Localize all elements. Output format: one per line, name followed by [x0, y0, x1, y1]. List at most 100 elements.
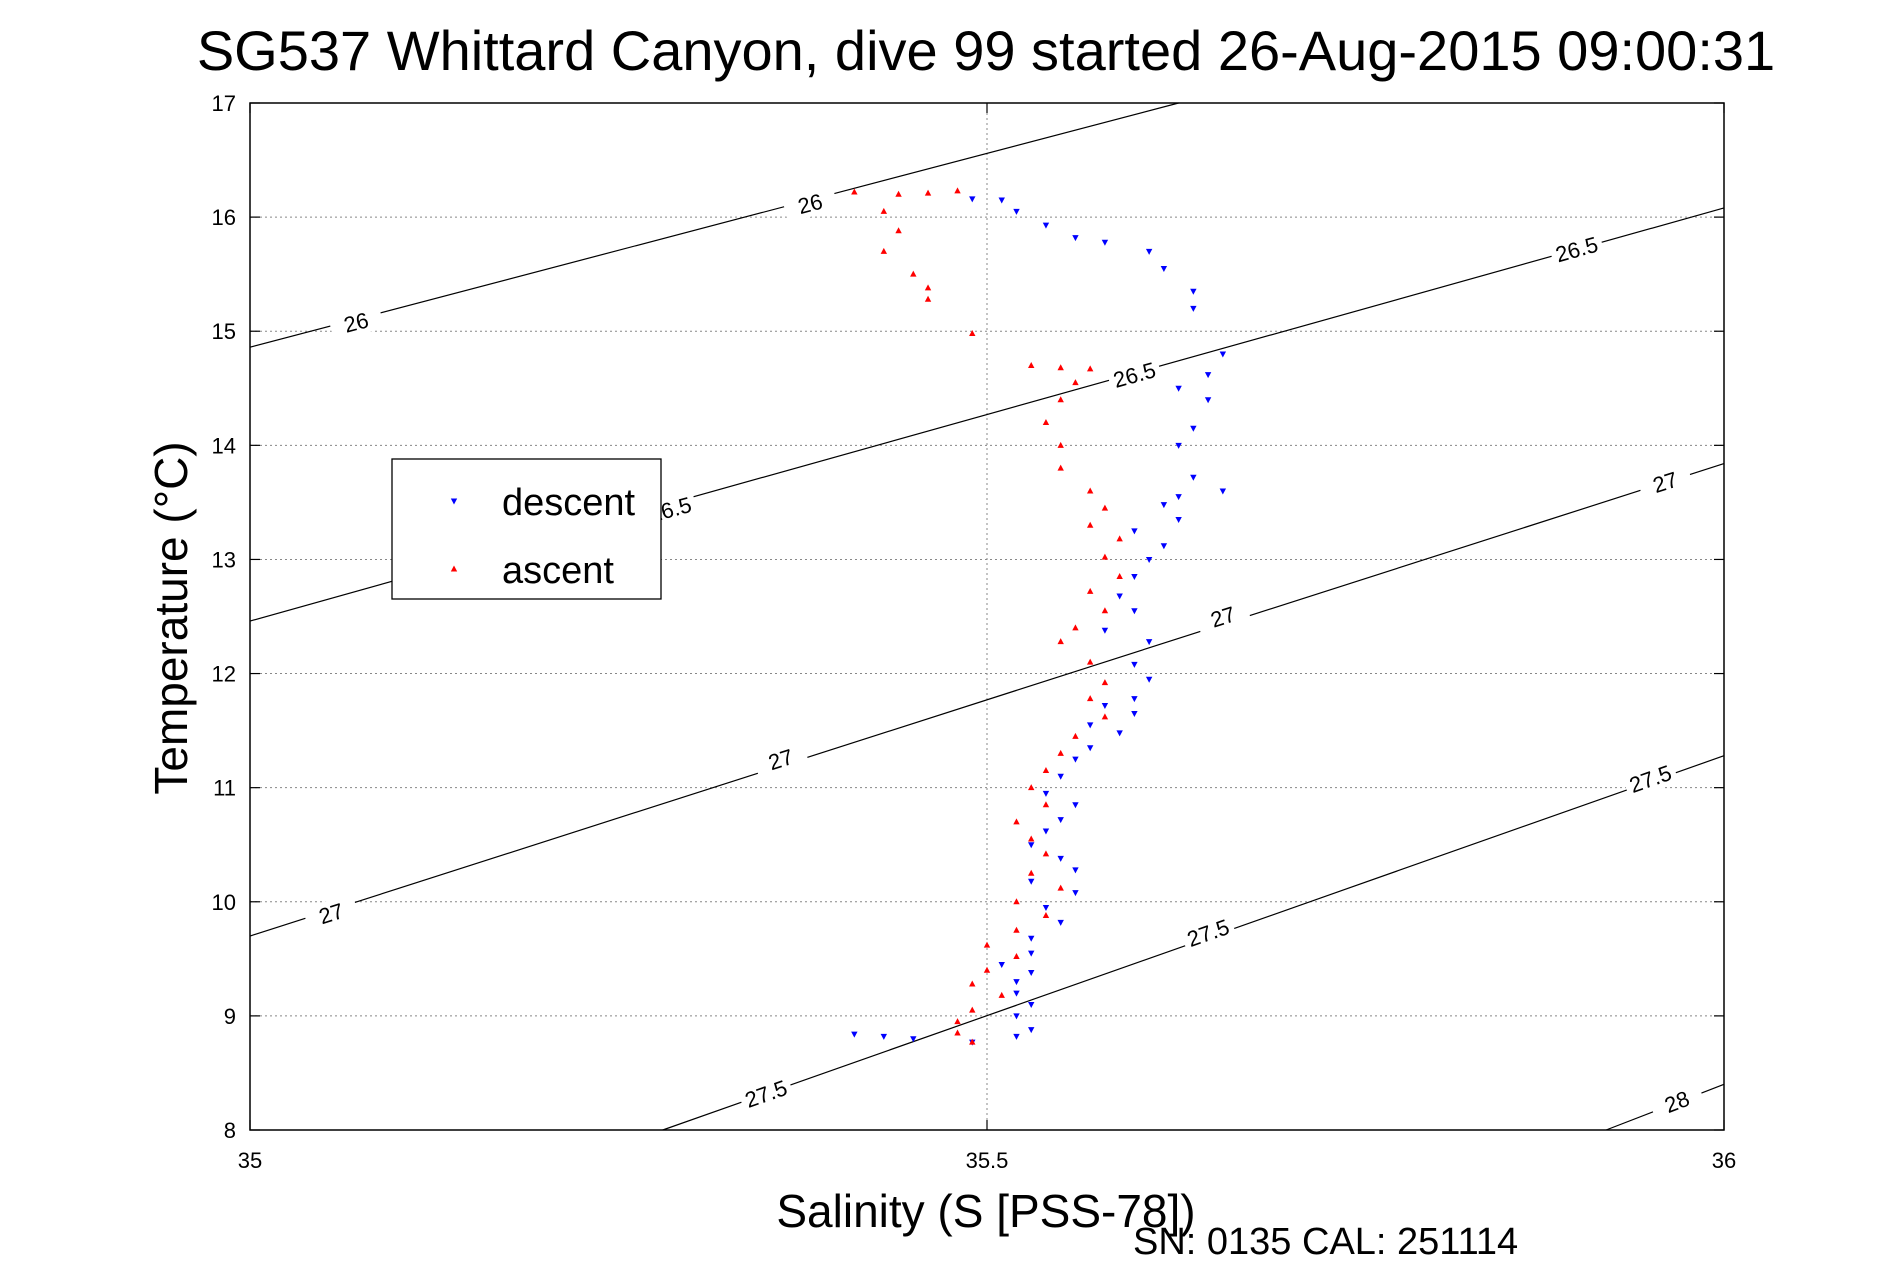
descent-point: [1013, 979, 1020, 986]
legend-marker-ascent: [450, 565, 458, 572]
ascent-point: [1042, 801, 1050, 808]
descent-point: [1175, 517, 1182, 524]
ascent-point: [969, 980, 976, 987]
descent-point: [1057, 773, 1064, 780]
contour-label-mask: [737, 1072, 795, 1115]
isopycnal-line: [249, 463, 1725, 937]
descent-point: [1013, 1033, 1020, 1040]
descent-point: [1131, 661, 1138, 668]
ascent-point: [1101, 607, 1109, 614]
descent-point: [1131, 696, 1138, 703]
ascent-point: [954, 1018, 961, 1025]
descent-point: [1072, 802, 1079, 809]
descent-point: [1028, 970, 1035, 977]
descent-point: [1072, 890, 1079, 897]
ascent-point: [1072, 379, 1079, 386]
descent-point: [1086, 745, 1094, 752]
ascent-point: [1116, 573, 1123, 580]
descent-point: [1072, 756, 1079, 763]
ascent-point: [1057, 749, 1064, 756]
y-tick-label: 9: [224, 1004, 236, 1029]
descent-point: [1057, 919, 1064, 926]
ascent-point: [969, 330, 976, 337]
contour-label-mask: [1636, 461, 1694, 503]
descent-point: [1190, 474, 1197, 481]
ascent-point: [880, 207, 888, 214]
isopycnal-27.5: 27.527.527.5: [662, 755, 1725, 1131]
ascent-point: [969, 1038, 976, 1045]
ascent-point: [924, 284, 932, 291]
descent-point: [1219, 351, 1227, 358]
ascent-point: [895, 190, 902, 197]
ascent-point: [1042, 767, 1050, 774]
descent-point: [910, 1036, 917, 1043]
ascent-point: [983, 941, 991, 948]
contour-label-mask: [1105, 355, 1163, 395]
contour-label-mask: [751, 738, 810, 780]
x-axis-label: Salinity (S [PSS-78]): [776, 1185, 1195, 1237]
descent-point: [1190, 288, 1197, 295]
ascent-point: [1072, 732, 1079, 739]
contour-label-mask: [1621, 757, 1680, 800]
descent-point: [1145, 248, 1153, 255]
contour-label-mask: [327, 302, 385, 342]
descent-point: [998, 197, 1005, 204]
descent-point: [969, 196, 976, 203]
descent-point: [1028, 935, 1035, 942]
y-tick-label: 17: [212, 91, 236, 116]
descent-point: [1145, 676, 1153, 683]
descent-point: [880, 1033, 888, 1040]
ascent-point: [1042, 850, 1050, 857]
y-tick-label: 12: [212, 662, 236, 687]
descent-point: [1131, 710, 1138, 717]
axis-ticks: 35 35.5 36 8 9 10 11 12 13 14 15 16 17: [212, 91, 1737, 1173]
contour-label-mask: [302, 892, 360, 934]
ascent-point: [1057, 464, 1064, 471]
contour-label-mask: [781, 184, 839, 223]
descent-point: [998, 962, 1005, 969]
x-tick-label: 35.5: [966, 1148, 1009, 1173]
ascent-point: [880, 247, 888, 254]
ascent-point: [1057, 364, 1064, 371]
descent-point: [1145, 639, 1153, 646]
y-axis-label: Temperature (°C): [145, 441, 197, 794]
descent-point: [1057, 817, 1064, 824]
ascent-point: [954, 187, 961, 194]
descent-point: [1057, 855, 1064, 862]
ascent-point: [924, 295, 932, 302]
descent-point: [1145, 556, 1153, 563]
descent-point: [1042, 222, 1050, 229]
descent-point: [1204, 372, 1212, 379]
descent-point: [1190, 305, 1197, 312]
ascent-point: [1013, 926, 1020, 933]
contour-label-mask: [1194, 596, 1252, 637]
descent-point: [1131, 574, 1138, 581]
descent-point: [1219, 488, 1227, 495]
x-tick-label: 35: [238, 1148, 262, 1173]
descent-point: [1013, 990, 1020, 997]
descent-point: [1204, 397, 1212, 404]
ascent-point: [998, 991, 1005, 998]
ascent-point: [1101, 504, 1109, 511]
ascent-point: [910, 270, 917, 277]
ascent-point: [1116, 535, 1123, 542]
ascent-point: [1086, 521, 1094, 528]
chart-title: SG537 Whittard Canyon, dive 99 started 2…: [197, 19, 1775, 82]
ascent-point: [1042, 419, 1050, 426]
descent-point: [1116, 730, 1123, 737]
descent-point: [1086, 722, 1094, 729]
descent-point: [1072, 235, 1079, 242]
ascent-point: [969, 1006, 976, 1013]
legend-entry-descent: descent: [450, 482, 636, 524]
ascent-point: [1086, 587, 1094, 594]
ascent-point: [1101, 679, 1109, 686]
descent-point: [1028, 1001, 1035, 1008]
descent-point: [1101, 239, 1109, 246]
ascent-point: [1086, 658, 1094, 665]
y-tick-label: 15: [212, 319, 236, 344]
ascent-point: [1028, 835, 1035, 842]
contour-label-mask: [1179, 911, 1237, 954]
ascent-point: [1057, 884, 1064, 891]
